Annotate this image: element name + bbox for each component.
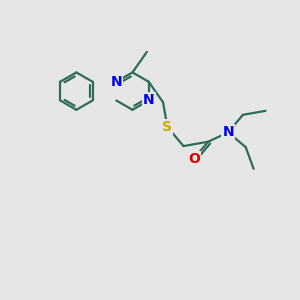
Text: N: N: [110, 75, 122, 89]
Text: N: N: [143, 94, 154, 107]
Text: O: O: [188, 152, 200, 166]
Text: S: S: [162, 120, 172, 134]
Text: N: N: [222, 125, 234, 140]
